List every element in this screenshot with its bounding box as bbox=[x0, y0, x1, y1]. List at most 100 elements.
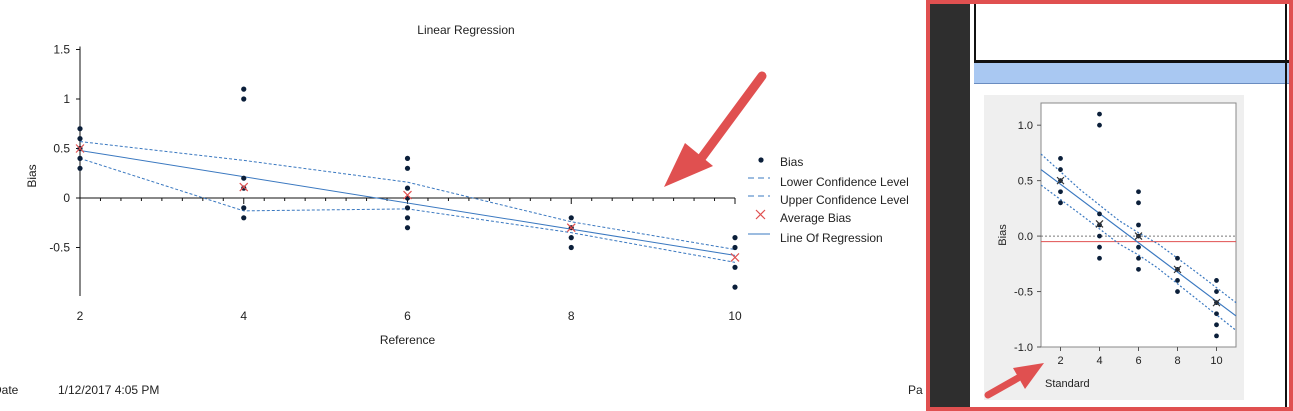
bias-point bbox=[241, 185, 247, 191]
date-label: Date bbox=[0, 383, 19, 397]
average-bias-marker bbox=[1134, 232, 1143, 241]
bias-point bbox=[241, 205, 247, 211]
bias-point bbox=[1214, 278, 1219, 283]
upper-confidence-curve bbox=[1040, 153, 1237, 304]
bias-point bbox=[77, 126, 83, 132]
average-bias-marker bbox=[403, 190, 412, 200]
average-bias-marker bbox=[1173, 265, 1182, 274]
y-tick-label: -0.5 bbox=[49, 241, 70, 255]
bias-point bbox=[568, 235, 574, 241]
window-border bbox=[1285, 4, 1287, 407]
average-bias-marker bbox=[1095, 219, 1104, 228]
highlighted-screenshot-panel: 1.0 0.5 0.0 -0.5 -1.0 2 4 6 8 10 Standard Bias bbox=[926, 0, 1293, 411]
x-tick-label: 8 bbox=[568, 309, 575, 323]
x-axis-label: Standard bbox=[1045, 378, 1090, 390]
bias-point bbox=[1097, 211, 1102, 217]
bias-point bbox=[1175, 289, 1180, 294]
x-tick-label: 4 bbox=[1096, 355, 1102, 367]
bias-point bbox=[1058, 200, 1063, 206]
bias-vs-standard-chart: 1.0 0.5 0.0 -0.5 -1.0 2 4 6 8 10 Standard Bias bbox=[984, 95, 1244, 400]
y-tick-label: -1.0 bbox=[1014, 342, 1033, 354]
y-tick-label: 0 bbox=[63, 191, 70, 205]
legend-label: Average Bias bbox=[780, 211, 851, 225]
bias-point bbox=[732, 244, 738, 251]
bias-point bbox=[404, 185, 411, 191]
date-value: 1/12/2017 4:05 PM bbox=[58, 383, 160, 397]
bias-point bbox=[1175, 255, 1180, 261]
regression-line bbox=[79, 149, 736, 256]
legend-average-symbol bbox=[755, 209, 766, 220]
bias-point bbox=[732, 284, 738, 290]
x-tick-label: 8 bbox=[1174, 355, 1180, 367]
legend-label: Upper Confidence Level bbox=[780, 193, 909, 207]
upper-confidence-line bbox=[79, 141, 736, 250]
y-tick-label: -0.5 bbox=[1014, 287, 1033, 299]
average-bias-marker bbox=[239, 182, 249, 192]
legend-label: Line Of Regression bbox=[780, 231, 883, 245]
bias-point bbox=[1058, 156, 1063, 161]
y-tick-label: 0.5 bbox=[53, 142, 70, 156]
bias-point bbox=[732, 264, 738, 270]
bias-point bbox=[404, 165, 411, 171]
bias-point bbox=[1097, 233, 1102, 239]
x-tick-label: 10 bbox=[728, 309, 742, 323]
bias-point bbox=[241, 96, 247, 102]
selected-row-bar[interactable] bbox=[974, 63, 1289, 84]
bias-point bbox=[1136, 266, 1141, 272]
bias-point bbox=[732, 235, 738, 241]
bias-point bbox=[241, 175, 247, 181]
bias-point bbox=[1214, 333, 1219, 339]
x-tick-label: 6 bbox=[1135, 355, 1141, 367]
average-bias-marker bbox=[730, 252, 740, 262]
y-tick-label: 1 bbox=[63, 92, 70, 106]
bias-point bbox=[1175, 278, 1180, 283]
window-side-strip bbox=[930, 4, 970, 407]
bias-point bbox=[1214, 311, 1219, 317]
bias-point bbox=[568, 215, 574, 221]
bias-point bbox=[1136, 255, 1141, 261]
linear-regression-chart: Linear Regression 1.5 1 0.5 0 -0.5 2 4 6 8 10 Refer… bbox=[25, 23, 909, 347]
bias-point bbox=[1097, 122, 1102, 128]
bias-point bbox=[404, 225, 411, 231]
bias-point bbox=[241, 86, 247, 92]
bias-point bbox=[77, 155, 83, 161]
regression-line bbox=[1040, 169, 1237, 317]
bias-point bbox=[1136, 222, 1141, 228]
bias-point bbox=[404, 155, 411, 161]
page-label: Pa bbox=[908, 383, 923, 397]
bias-point bbox=[1097, 222, 1102, 228]
y-tick-label: 1.0 bbox=[1018, 120, 1033, 132]
average-bias-marker bbox=[75, 144, 85, 153]
average-bias-marker bbox=[1056, 176, 1065, 185]
bias-point bbox=[241, 215, 247, 221]
bias-point bbox=[1097, 244, 1102, 250]
lower-confidence-curve bbox=[1040, 184, 1237, 331]
x-tick-label: 2 bbox=[77, 309, 84, 323]
bias-point bbox=[1097, 255, 1102, 261]
average-bias-marker bbox=[1212, 298, 1221, 307]
legend-label: Lower Confidence Level bbox=[780, 175, 909, 189]
bias-point bbox=[1097, 111, 1102, 117]
bias-point bbox=[1214, 289, 1219, 294]
bias-point bbox=[77, 165, 83, 171]
bias-point bbox=[568, 244, 574, 251]
bias-point bbox=[404, 205, 411, 211]
bias-point bbox=[1136, 200, 1141, 206]
x-tick-label: 2 bbox=[1057, 355, 1063, 367]
window-header-area bbox=[974, 4, 1289, 63]
y-axis-label: Bias bbox=[25, 164, 39, 187]
chart-title: Linear Regression bbox=[417, 23, 514, 37]
x-tick-label: 4 bbox=[240, 309, 247, 323]
bias-point bbox=[1058, 167, 1063, 172]
y-tick-label: 0.5 bbox=[1018, 176, 1033, 188]
bias-point bbox=[1214, 322, 1219, 328]
bias-point bbox=[1136, 244, 1141, 250]
bias-point bbox=[1058, 189, 1063, 195]
x-tick-label: 10 bbox=[1210, 355, 1222, 367]
bias-point bbox=[404, 215, 411, 221]
legend-bias-symbol bbox=[758, 157, 764, 163]
x-tick-label: 6 bbox=[404, 309, 411, 323]
average-bias-marker bbox=[566, 223, 576, 233]
y-tick-label: 1.5 bbox=[53, 43, 70, 57]
y-axis-label: Bias bbox=[997, 224, 1009, 246]
